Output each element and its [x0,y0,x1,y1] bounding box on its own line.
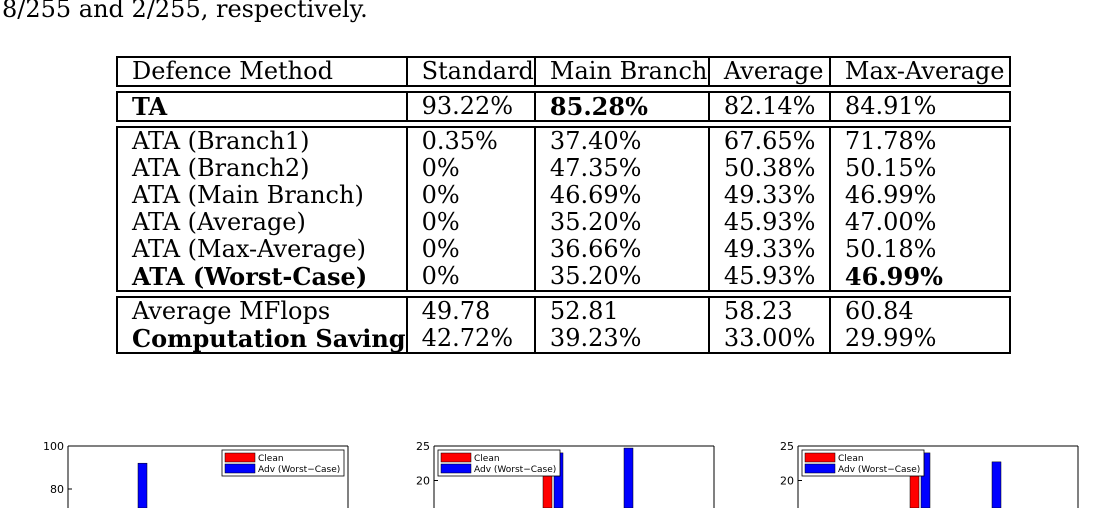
header-cell: Defence Method [116,56,408,87]
value-cell: 0% [405,263,536,292]
value-cell: 85.28% [533,91,710,122]
value-cell: 71.78% [828,126,1011,155]
adv-bar [137,462,148,508]
header-cell: Max-Average [828,56,1011,87]
y-tick-label: 20 [416,475,430,488]
value-cell: 37.40% [533,126,710,155]
value-cell: 29.99% [828,325,1011,354]
header-cell: Standard [405,56,536,87]
table-row: ATA (Worst-Case) 0% 35.20% 45.93% 46.99% [116,263,1011,292]
table-row: Computation Saving 42.72% 39.23% 33.00% 29.9… [116,325,1011,354]
y-tick-label: 100 [43,440,64,453]
header-cell: Average [707,56,831,87]
method-cell: ATA (Average) [116,209,408,236]
value-cell: 39.23% [533,325,710,354]
legend-label: Clean [474,454,500,464]
value-cell: 0.35% [405,126,536,155]
value-cell: 45.93% [707,209,831,236]
method-cell: ATA (Main Branch) [116,182,408,209]
table-row: ATA (Average) 0% 35.20% 45.93% 47.00% [116,209,1011,236]
value-cell: 0% [405,236,536,263]
legend-swatch [804,452,836,463]
legend-swatch [224,463,256,474]
y-tick-label: 25 [780,440,794,453]
value-cell: 46.69% [533,182,710,209]
value-cell: 49.78 [405,296,536,325]
value-cell: 36.66% [533,236,710,263]
method-cell: ATA (Branch2) [116,155,408,182]
method-cell: TA [116,91,408,122]
legend-swatch [224,452,256,463]
y-tick-label: 20 [780,475,794,488]
table-row: ATA (Main Branch) 0% 46.69% 49.33% 46.99% [116,182,1011,209]
method-cell: ATA (Branch1) [116,126,408,155]
legend-label: Clean [838,454,864,464]
value-cell: 47.35% [533,155,710,182]
legend-swatch [440,452,472,463]
value-cell: 46.99% [828,182,1011,209]
method-cell: Average MFlops [116,296,408,325]
value-cell: 33.00% [707,325,831,354]
y-tick-label: 25 [416,440,430,453]
method-cell: Computation Saving [116,325,408,354]
value-cell: 60.84 [828,296,1011,325]
value-cell: 0% [405,209,536,236]
adv-bar [991,461,1002,508]
value-cell: 52.81 [533,296,710,325]
value-cell: 50.18% [828,236,1011,263]
value-cell: 58.23 [707,296,831,325]
value-cell: 93.22% [405,91,536,122]
value-cell: 49.33% [707,182,831,209]
value-cell: 35.20% [533,209,710,236]
legend-label: Adv (Worst−Case) [258,465,340,475]
method-cell: ATA (Worst-Case) [116,263,408,292]
table-row: ATA (Max-Average) 0% 36.66% 49.33% 50.18% [116,236,1011,263]
value-cell: 50.15% [828,155,1011,182]
value-cell: 0% [405,155,536,182]
value-cell: 47.00% [828,209,1011,236]
legend-swatch [804,463,836,474]
value-cell: 84.91% [828,91,1011,122]
legend-swatch [440,463,472,474]
value-cell: 35.20% [533,263,710,292]
method-cell: ATA (Max-Average) [116,236,408,263]
y-tick-label: 80 [50,483,64,496]
value-cell: 0% [405,182,536,209]
value-cell: 50.38% [707,155,831,182]
caption-tail: 8/255 and 2/255, respectively. [2,0,368,23]
table-row: ATA (Branch1) 0.35% 37.40% 67.65% 71.78% [116,126,1011,155]
value-cell: 82.14% [707,91,831,122]
value-cell: 49.33% [707,236,831,263]
value-cell: 42.72% [405,325,536,354]
legend-label: Adv (Worst−Case) [474,465,556,475]
table-row: Average MFlops 49.78 52.81 58.23 60.84 [116,296,1011,325]
table-row: TA 93.22% 85.28% 82.14% 84.91% [116,91,1011,122]
legend-label: Adv (Worst−Case) [838,465,920,475]
value-cell: 67.65% [707,126,831,155]
table-row: ATA (Branch2) 0% 47.35% 50.38% 50.15% [116,155,1011,182]
legend-label: Clean [258,454,284,464]
value-cell: 45.93% [707,263,831,292]
adv-bar [623,447,634,508]
value-cell: 46.99% [828,263,1011,292]
results-table: Defence Method Standard Main Branch Average… [116,56,1011,354]
header-cell: Main Branch [533,56,710,87]
table-header-row: Defence Method Standard Main Branch Average… [116,56,1011,87]
